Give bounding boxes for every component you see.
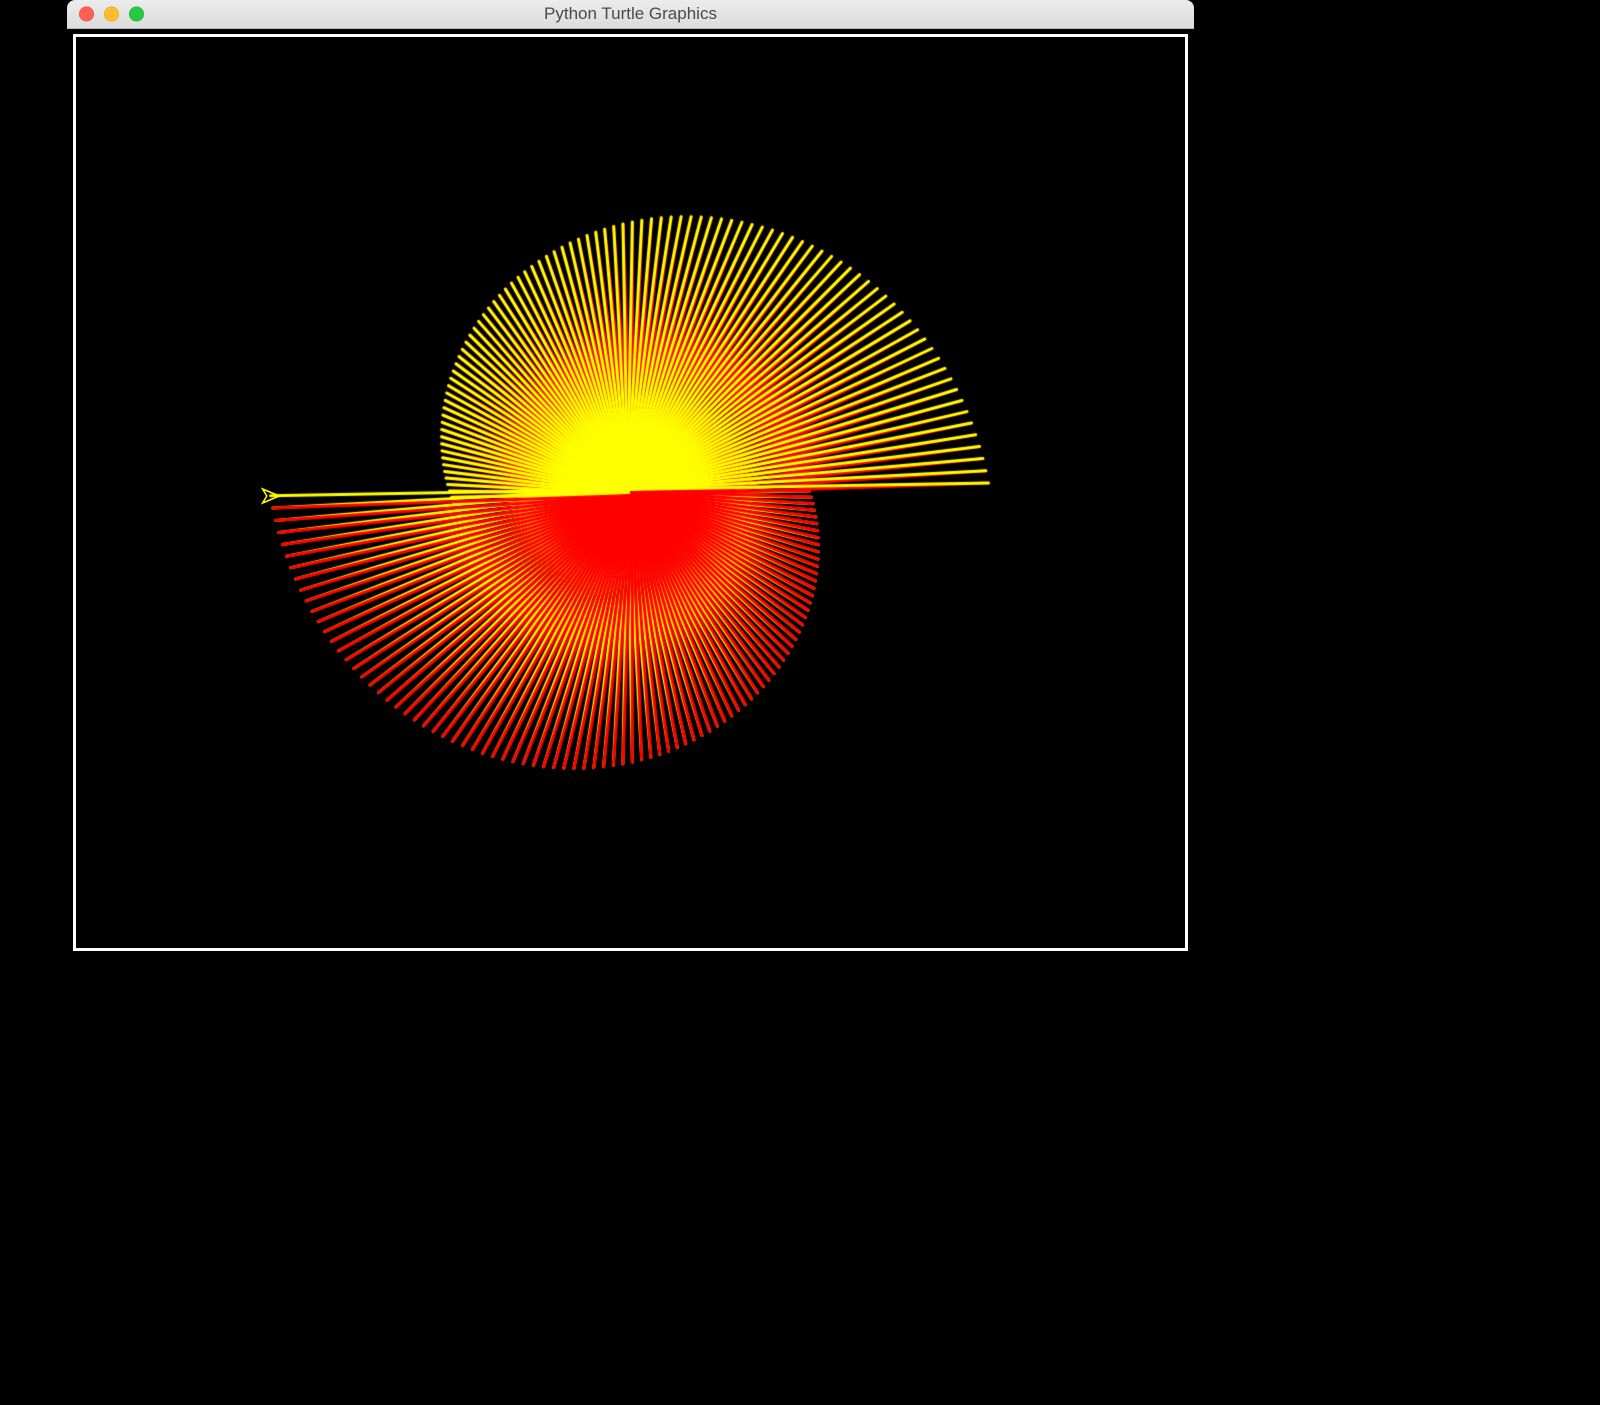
turtle-canvas-frame bbox=[73, 34, 1188, 951]
zoom-icon[interactable] bbox=[129, 7, 144, 22]
close-icon[interactable] bbox=[79, 7, 94, 22]
app-window: Python Turtle Graphics bbox=[67, 0, 1194, 957]
titlebar[interactable]: Python Turtle Graphics bbox=[67, 0, 1194, 29]
turtle-canvas bbox=[76, 37, 1185, 948]
traffic-lights bbox=[79, 7, 144, 22]
window-title: Python Turtle Graphics bbox=[67, 0, 1194, 28]
minimize-icon[interactable] bbox=[104, 7, 119, 22]
